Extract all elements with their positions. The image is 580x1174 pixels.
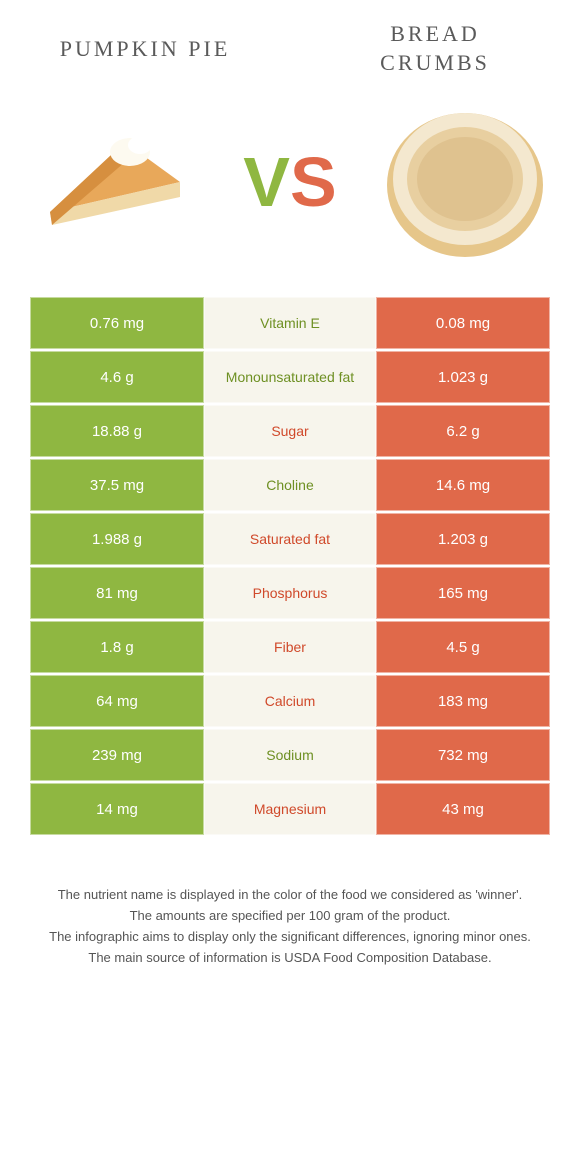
right-value: 183 mg (376, 675, 550, 727)
nutrient-table: 0.76 mgVitamin E0.08 mg4.6 gMonounsatura… (30, 297, 550, 835)
pumpkin-pie-image (30, 97, 200, 267)
nutrient-label: Monounsaturated fat (204, 351, 376, 403)
nutrient-label: Vitamin E (204, 297, 376, 349)
right-value: 165 mg (376, 567, 550, 619)
nutrient-label: Magnesium (204, 783, 376, 835)
right-value: 4.5 g (376, 621, 550, 673)
right-value: 1.023 g (376, 351, 550, 403)
images-row: VS (0, 87, 580, 297)
vs-badge: VS (243, 142, 336, 222)
table-row: 239 mgSodium732 mg (30, 729, 550, 781)
table-row: 18.88 gSugar6.2 g (30, 405, 550, 457)
left-value: 4.6 g (30, 351, 204, 403)
table-row: 4.6 gMonounsaturated fat1.023 g (30, 351, 550, 403)
table-row: 14 mgMagnesium43 mg (30, 783, 550, 835)
table-row: 37.5 mgCholine14.6 mg (30, 459, 550, 511)
right-value: 0.08 mg (376, 297, 550, 349)
left-value: 14 mg (30, 783, 204, 835)
nutrient-label: Sodium (204, 729, 376, 781)
right-value: 1.203 g (376, 513, 550, 565)
right-value: 732 mg (376, 729, 550, 781)
table-row: 1.988 gSaturated fat1.203 g (30, 513, 550, 565)
footnote-line: The main source of information is USDA F… (30, 948, 550, 969)
right-value: 14.6 mg (376, 459, 550, 511)
table-row: 81 mgPhosphorus165 mg (30, 567, 550, 619)
footnotes: The nutrient name is displayed in the co… (30, 885, 550, 968)
left-food-title: PUMPKIN PIE (30, 36, 260, 62)
table-row: 0.76 mgVitamin E0.08 mg (30, 297, 550, 349)
nutrient-label: Saturated fat (204, 513, 376, 565)
footnote-line: The nutrient name is displayed in the co… (30, 885, 550, 906)
vs-s-letter: S (290, 142, 337, 222)
right-food-title: BREADCRUMBS (320, 20, 550, 77)
header: PUMPKIN PIE BREADCRUMBS (0, 0, 580, 87)
left-value: 64 mg (30, 675, 204, 727)
table-row: 1.8 gFiber4.5 g (30, 621, 550, 673)
left-value: 1.8 g (30, 621, 204, 673)
vs-v-letter: V (243, 142, 290, 222)
left-value: 1.988 g (30, 513, 204, 565)
left-value: 18.88 g (30, 405, 204, 457)
table-row: 64 mgCalcium183 mg (30, 675, 550, 727)
right-value: 6.2 g (376, 405, 550, 457)
left-value: 81 mg (30, 567, 204, 619)
nutrient-label: Fiber (204, 621, 376, 673)
left-value: 37.5 mg (30, 459, 204, 511)
nutrient-label: Choline (204, 459, 376, 511)
nutrient-label: Sugar (204, 405, 376, 457)
footnote-line: The infographic aims to display only the… (30, 927, 550, 948)
nutrient-label: Calcium (204, 675, 376, 727)
left-value: 239 mg (30, 729, 204, 781)
right-value: 43 mg (376, 783, 550, 835)
footnote-line: The amounts are specified per 100 gram o… (30, 906, 550, 927)
left-value: 0.76 mg (30, 297, 204, 349)
bread-crumbs-image (380, 97, 550, 267)
nutrient-label: Phosphorus (204, 567, 376, 619)
